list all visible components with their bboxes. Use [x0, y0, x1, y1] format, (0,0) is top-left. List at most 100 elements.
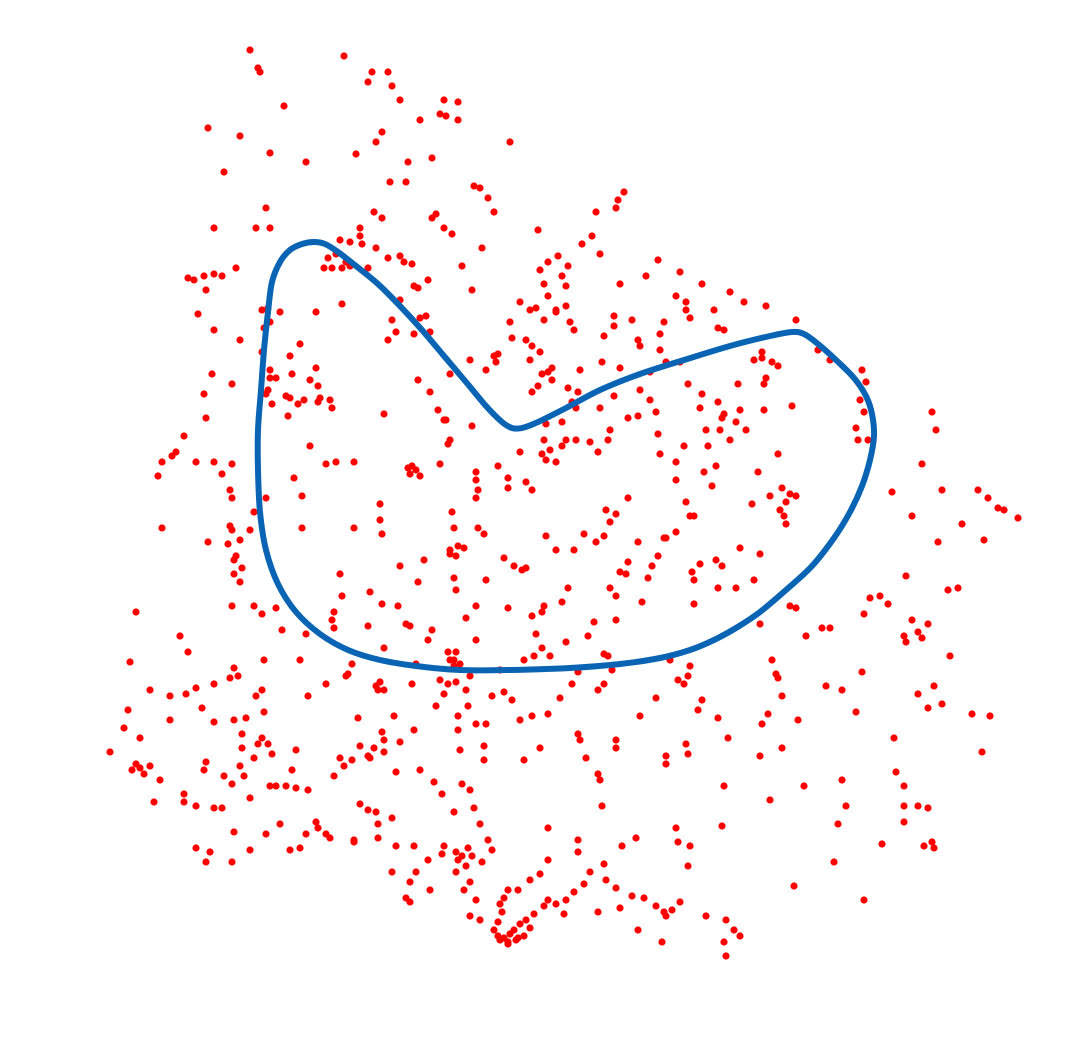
data-point — [662, 752, 670, 760]
data-point — [378, 600, 386, 608]
data-point — [594, 686, 602, 694]
data-point — [600, 532, 608, 540]
data-point — [416, 116, 424, 124]
data-point — [254, 740, 262, 748]
data-point — [932, 426, 940, 434]
data-point — [422, 312, 430, 320]
data-point — [286, 846, 294, 854]
data-point — [228, 602, 236, 610]
data-point — [450, 574, 458, 582]
data-point — [266, 224, 274, 232]
data-point — [500, 554, 508, 562]
data-point — [558, 598, 566, 606]
data-point — [416, 766, 424, 774]
data-point — [396, 252, 404, 260]
data-point — [498, 908, 506, 916]
data-point — [376, 678, 384, 686]
data-point — [860, 610, 868, 618]
data-point — [902, 572, 910, 580]
data-point — [558, 272, 566, 280]
data-point — [480, 530, 488, 538]
data-point — [676, 898, 684, 906]
data-point — [566, 318, 574, 326]
data-point — [338, 592, 346, 600]
data-point — [636, 342, 644, 350]
data-point — [238, 730, 246, 738]
data-point — [276, 820, 284, 828]
data-point — [634, 412, 642, 420]
data-point — [204, 124, 212, 132]
data-point — [568, 680, 576, 688]
data-point — [258, 734, 266, 742]
data-point — [454, 726, 462, 734]
data-point — [526, 924, 534, 932]
data-point — [228, 494, 236, 502]
data-point — [288, 766, 296, 774]
data-point — [858, 668, 866, 676]
data-point — [542, 532, 550, 540]
data-point — [278, 626, 286, 634]
data-point — [540, 316, 548, 324]
data-point — [392, 842, 400, 850]
data-point — [782, 520, 790, 528]
data-point — [720, 782, 728, 790]
data-point — [166, 716, 174, 724]
data-point — [380, 644, 388, 652]
data-point — [140, 770, 148, 778]
data-point — [756, 550, 764, 558]
data-point — [372, 138, 380, 146]
data-point — [238, 744, 246, 752]
data-point — [596, 404, 604, 412]
data-point — [544, 258, 552, 266]
data-point — [574, 388, 582, 396]
data-point — [378, 728, 386, 736]
data-point — [106, 748, 114, 756]
data-point — [408, 680, 416, 688]
data-point — [756, 620, 764, 628]
data-point — [520, 932, 528, 940]
data-point — [542, 456, 550, 464]
data-point — [454, 116, 462, 124]
data-point — [764, 710, 772, 718]
data-point — [934, 538, 942, 546]
data-point — [364, 752, 372, 760]
data-point — [476, 916, 484, 924]
data-point — [720, 938, 728, 946]
data-point — [878, 840, 886, 848]
data-point — [720, 410, 728, 418]
data-point — [724, 734, 732, 742]
data-point — [862, 378, 870, 386]
data-point — [682, 498, 690, 506]
data-point — [384, 68, 392, 76]
data-point — [750, 356, 758, 364]
data-point — [298, 524, 306, 532]
data-point — [330, 772, 338, 780]
data-point — [532, 304, 540, 312]
data-point — [192, 458, 200, 466]
data-point — [508, 696, 516, 704]
data-point — [624, 414, 632, 422]
data-point — [586, 868, 594, 876]
data-point — [860, 408, 868, 416]
data-point — [476, 184, 484, 192]
data-point — [694, 706, 702, 714]
data-point — [754, 468, 762, 476]
data-point — [200, 766, 208, 774]
data-point — [136, 764, 144, 772]
data-point — [778, 692, 786, 700]
data-point — [684, 672, 692, 680]
data-point — [570, 888, 578, 896]
data-point — [742, 426, 750, 434]
data-point — [900, 782, 908, 790]
data-point — [522, 478, 530, 486]
data-point — [210, 804, 218, 812]
data-point — [712, 556, 720, 564]
data-point — [530, 652, 538, 660]
data-point — [530, 910, 538, 918]
data-point — [230, 556, 238, 564]
data-point — [482, 720, 490, 728]
data-point — [258, 306, 266, 314]
data-point — [558, 418, 566, 426]
data-point — [410, 842, 418, 850]
